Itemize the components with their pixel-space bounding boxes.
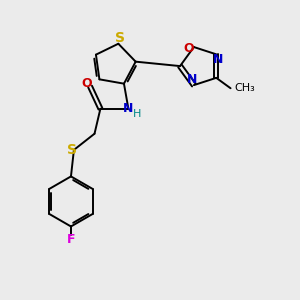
- Text: CH₃: CH₃: [234, 83, 255, 93]
- Text: F: F: [67, 233, 75, 246]
- Text: N: N: [187, 73, 198, 86]
- Text: N: N: [123, 102, 134, 115]
- Text: S: S: [68, 143, 77, 157]
- Text: N: N: [212, 53, 223, 66]
- Text: H: H: [132, 109, 141, 119]
- Text: S: S: [115, 32, 125, 45]
- Text: O: O: [183, 42, 194, 55]
- Text: O: O: [81, 76, 92, 90]
